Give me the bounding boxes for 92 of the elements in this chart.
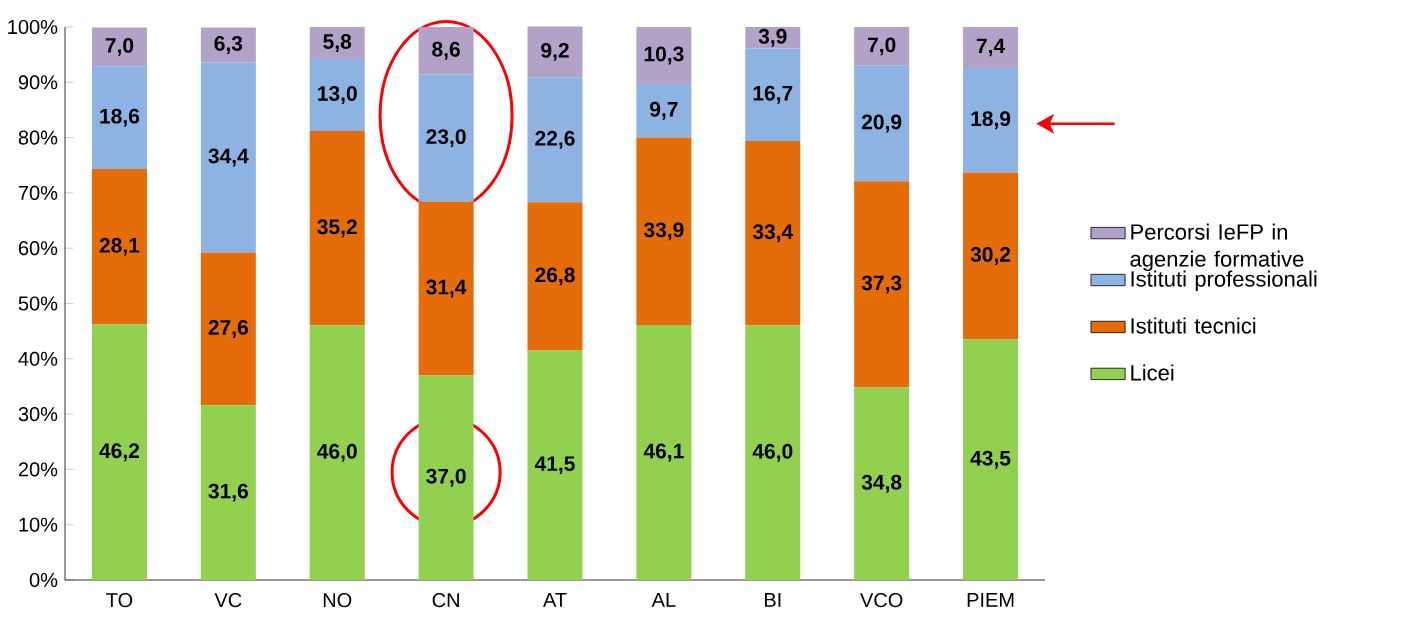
bar — [309, 325, 365, 580]
bar — [963, 26, 1019, 68]
bar — [91, 169, 147, 325]
bar — [745, 325, 801, 580]
y-tick-label: 40% — [18, 351, 58, 366]
data-label: 9,2 — [541, 42, 569, 61]
bar — [309, 59, 365, 131]
legend-label: Istituti tecnici — [1131, 317, 1256, 334]
x-tick-label: TO — [106, 593, 133, 608]
data-label: 41,5 — [534, 456, 575, 475]
data-label: 35,2 — [317, 219, 357, 238]
bar — [200, 62, 256, 253]
data-label: 7,4 — [976, 38, 1006, 57]
y-tick-label: 10% — [19, 517, 58, 532]
y-tick-label: 50% — [18, 296, 58, 311]
bar — [854, 26, 910, 66]
x-tick-label: VC — [214, 593, 242, 608]
data-label: 7,0 — [105, 37, 134, 56]
bar — [854, 181, 910, 388]
x-tick-label: PIEM — [967, 593, 1014, 607]
data-label: 37,3 — [861, 275, 902, 294]
bar — [91, 27, 147, 67]
y-tick-label: 80% — [18, 130, 58, 145]
y-tick-label: 70% — [18, 185, 58, 200]
data-label: 33,4 — [752, 224, 794, 243]
data-label: 46,0 — [752, 443, 793, 462]
bar — [309, 130, 365, 326]
data-label: 9,7 — [650, 101, 678, 120]
bar — [91, 66, 147, 170]
bar — [745, 140, 801, 326]
y-tick-label: 30% — [18, 407, 58, 422]
data-label: 22,6 — [535, 130, 575, 149]
data-label: 28,1 — [99, 237, 140, 256]
data-label: 31,4 — [426, 279, 467, 298]
x-tick-label: AL — [651, 593, 676, 607]
bar — [91, 324, 147, 580]
data-label: 34,8 — [861, 474, 902, 493]
y-tick-label: 20% — [18, 462, 58, 477]
x-tick-label: CN — [432, 593, 459, 608]
bar — [200, 405, 256, 580]
data-label: 5,8 — [323, 34, 352, 52]
data-label: 16,7 — [753, 85, 793, 104]
y-tick-label: 60% — [18, 241, 58, 256]
x-tick-label: AT — [542, 593, 567, 607]
data-label: 18,6 — [100, 108, 140, 127]
y-tick-label: 90% — [18, 75, 58, 90]
data-label: 18,9 — [971, 111, 1011, 130]
bar — [963, 172, 1019, 340]
bar — [636, 83, 692, 138]
data-label: 37,0 — [426, 468, 466, 487]
legend-label: Licei — [1131, 364, 1174, 381]
data-label: 43,5 — [970, 450, 1011, 469]
bar — [963, 339, 1019, 580]
bar — [527, 26, 583, 78]
data-label: 23,0 — [426, 129, 466, 148]
data-label: 46,1 — [643, 443, 684, 462]
bar — [527, 202, 583, 351]
bar — [745, 48, 801, 141]
data-label: 26,8 — [535, 267, 575, 286]
bar — [527, 350, 583, 580]
data-label: 8,6 — [432, 41, 460, 60]
bar — [854, 65, 910, 182]
bar — [636, 137, 692, 326]
bar — [963, 67, 1019, 173]
bar — [418, 74, 474, 202]
data-label: 46,0 — [317, 443, 357, 462]
bar — [636, 26, 692, 84]
bar — [418, 26, 474, 75]
data-label: 20,9 — [861, 114, 902, 133]
data-label: 34,4 — [208, 148, 249, 167]
data-label: 13,0 — [318, 86, 357, 104]
bar — [527, 77, 583, 203]
y-tick-label: 100% — [8, 19, 58, 35]
data-label: 3,9 — [758, 28, 787, 47]
x-tick-label: BI — [764, 593, 781, 607]
data-label: 7,0 — [867, 37, 896, 56]
data-label: 27,6 — [208, 319, 248, 338]
bar — [418, 375, 474, 580]
x-tick-label: VCO — [860, 593, 903, 608]
y-tick-label: 0% — [29, 572, 58, 588]
bar — [200, 252, 256, 406]
x-tick-label: NO — [323, 593, 352, 608]
legend-label: Istituti professionali — [1131, 270, 1317, 292]
data-label: 33,9 — [643, 222, 684, 241]
bar — [854, 387, 910, 580]
data-label: 6,3 — [214, 36, 243, 54]
data-label: 10,3 — [644, 46, 684, 65]
data-label: 46,2 — [99, 443, 140, 462]
data-label: 31,6 — [208, 483, 248, 502]
data-label: 30,2 — [970, 247, 1011, 265]
bar — [636, 325, 692, 580]
bar — [418, 201, 474, 376]
